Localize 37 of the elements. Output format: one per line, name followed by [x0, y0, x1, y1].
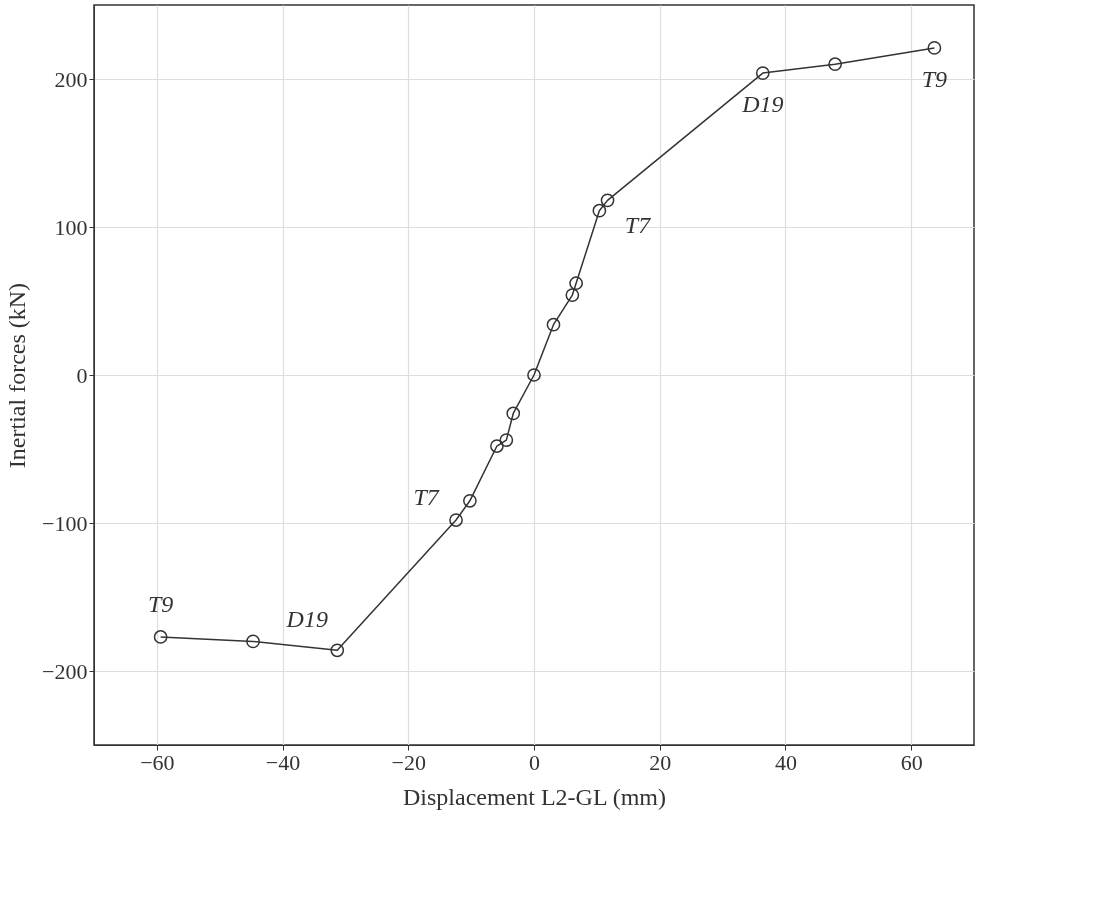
point [755, 66, 770, 80]
point [463, 493, 477, 508]
point [828, 57, 842, 72]
annotation: D19 [285, 606, 328, 633]
point [153, 630, 168, 644]
x-tick-label: 60 [900, 749, 923, 775]
point [499, 433, 514, 447]
x-tick-label: 20 [649, 749, 672, 775]
point [927, 41, 942, 55]
annotation: T9 [921, 65, 948, 92]
x-axis-title: Displacement L2-GL (mm) [402, 783, 667, 810]
x-tick-label: 40 [774, 749, 797, 775]
point [449, 513, 463, 527]
annotation: T9 [147, 590, 174, 617]
y-tick-label: −100 [42, 510, 88, 536]
annotation: T7 [413, 484, 440, 511]
x-tick-label: −20 [391, 749, 426, 775]
point [527, 368, 541, 382]
point [569, 276, 583, 291]
point [565, 288, 580, 302]
point [546, 317, 561, 332]
x-tick-label: 0 [529, 749, 540, 775]
point [600, 193, 615, 208]
y-tick-label: 100 [54, 214, 88, 240]
point [246, 634, 260, 649]
annotation: T7 [624, 212, 652, 239]
point [592, 203, 607, 218]
y-axis-title: Inertial forces (kN) [4, 282, 31, 469]
x-tick-label: −40 [265, 749, 301, 775]
y-tick-label: −200 [42, 658, 88, 684]
point [506, 406, 521, 421]
y-tick-label: 200 [54, 66, 88, 92]
y-tick-label: 0 [76, 362, 88, 388]
x-tick-label: −60 [140, 749, 175, 775]
annotation: D19 [741, 91, 784, 118]
point [330, 643, 345, 658]
point [490, 439, 504, 453]
